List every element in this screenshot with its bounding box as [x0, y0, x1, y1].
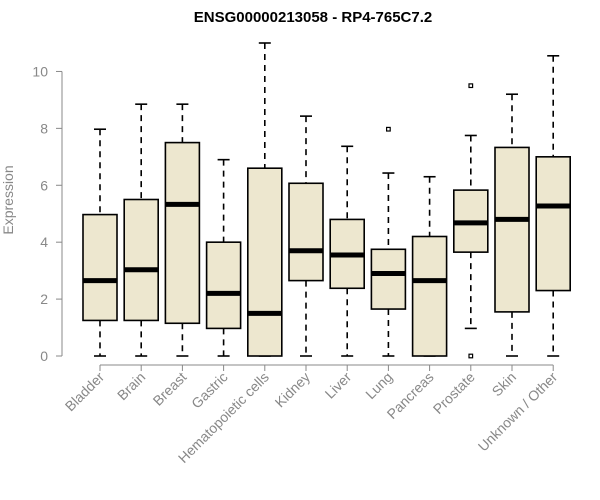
box-group-bladder — [82, 128, 118, 357]
chart-title: ENSG00000213058 - RP4-765C7.2 — [194, 9, 433, 26]
box — [82, 213, 118, 322]
box-group-liver — [329, 145, 366, 357]
box — [164, 141, 201, 325]
y-tick-label: 0 — [40, 348, 48, 364]
box-group-skin — [494, 93, 530, 357]
y-tick-label: 4 — [40, 234, 48, 250]
x-tick-label: Liver — [322, 369, 355, 402]
box — [123, 198, 159, 322]
box-group-gastric — [205, 158, 242, 357]
box-group-brain — [123, 103, 159, 357]
y-axis-label: Expression — [0, 165, 16, 234]
plot-area — [82, 42, 572, 359]
box — [205, 241, 242, 330]
box — [494, 146, 530, 313]
box-group-lung — [370, 126, 407, 357]
x-tick-label: Brain — [114, 369, 148, 403]
box — [411, 235, 448, 357]
x-tick-label: Prostate — [430, 369, 478, 417]
box-group-hematopoietic-cells — [247, 42, 283, 357]
x-tick-label: Bladder — [62, 369, 108, 415]
y-tick-label: 10 — [32, 63, 48, 79]
y-tick-label: 8 — [40, 120, 48, 136]
outlier-point — [386, 126, 391, 132]
y-tick-label: 6 — [40, 177, 48, 193]
box — [370, 248, 407, 310]
x-tick-label: Kidney — [272, 369, 314, 411]
x-tick-label: Breast — [150, 369, 190, 409]
box-group-breast — [164, 103, 201, 357]
outlier-point — [468, 353, 474, 359]
box-group-unknown-other — [535, 55, 572, 357]
box — [288, 182, 324, 282]
y-tick-label: 2 — [40, 291, 48, 307]
x-tick-label: Lung — [362, 369, 395, 402]
y-axis: 0 2 4 6 8 10 — [32, 63, 63, 364]
box-group-pancreas — [411, 175, 448, 357]
box — [247, 167, 283, 357]
box — [535, 156, 572, 292]
outlier-point — [468, 83, 474, 89]
box-group-kidney — [288, 115, 324, 357]
box-group-prostate — [452, 83, 489, 359]
x-tick-label: Skin — [489, 369, 520, 400]
